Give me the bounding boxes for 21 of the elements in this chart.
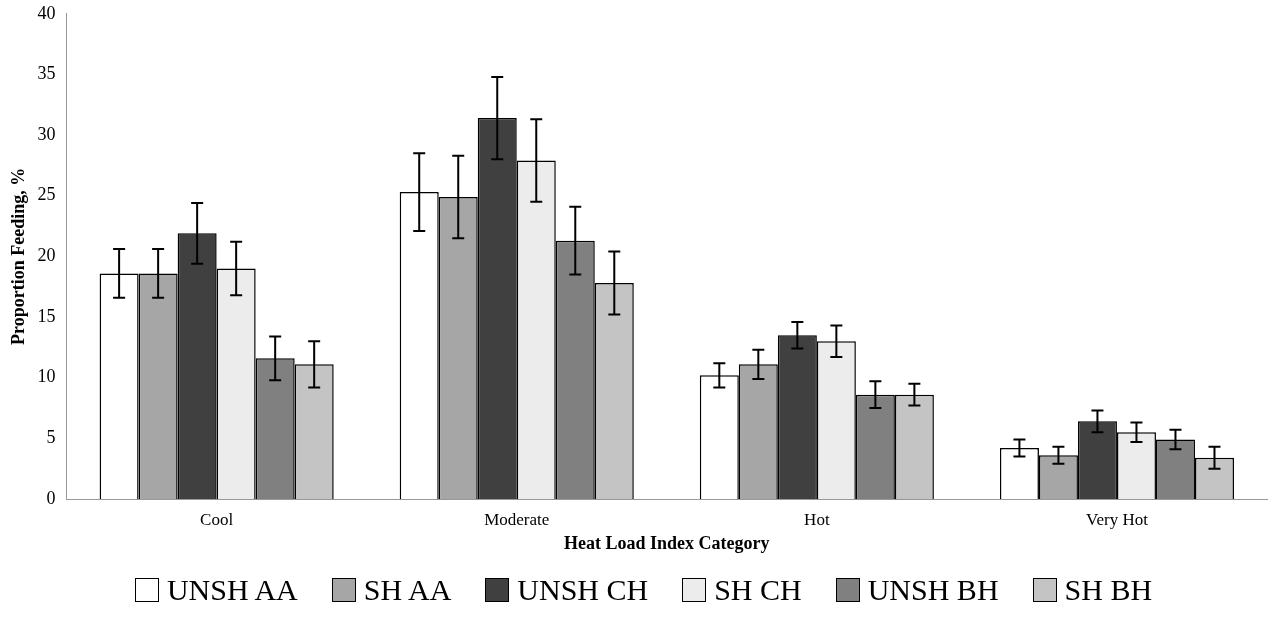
- text: UNSH AA: [166, 573, 298, 607]
- x-tick-label: Very Hot: [1086, 509, 1149, 529]
- legend-label: UNSH CH: [517, 573, 649, 607]
- legend-label: UNSH BH: [867, 573, 999, 607]
- y-tick-label: 5: [46, 427, 56, 448]
- y-axis-title: Proportion Feeding, %: [8, 167, 29, 345]
- y-tick-label: 20: [37, 245, 56, 266]
- y-tick-label: 25: [37, 184, 56, 205]
- x-tick-label: Hot: [804, 509, 830, 529]
- legend-label: SH AA: [363, 573, 452, 607]
- x-tick-label: Moderate: [484, 509, 550, 529]
- legend-label: SH BH: [1064, 573, 1153, 607]
- y-tick-label: 10: [37, 366, 56, 387]
- legend-label: SH CH: [714, 573, 802, 607]
- x-axis-title: Heat Load Index Category: [564, 532, 770, 553]
- y-tick-label: 35: [37, 63, 56, 84]
- x-tick-label: Cool: [200, 509, 234, 529]
- y-tick-label: 0: [46, 487, 56, 508]
- y-tick-label: 40: [37, 2, 56, 23]
- y-tick-label: 30: [37, 123, 56, 144]
- y-tick-label: 15: [37, 305, 56, 326]
